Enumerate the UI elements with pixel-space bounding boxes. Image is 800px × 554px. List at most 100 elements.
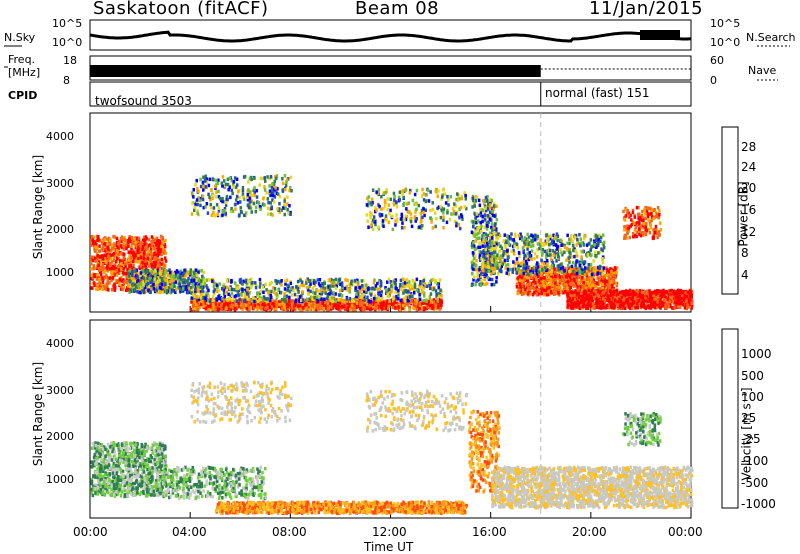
scatter-cell — [352, 301, 356, 305]
scatter-cell — [111, 266, 115, 270]
scatter-cell — [306, 288, 310, 292]
scatter-cell — [529, 285, 532, 290]
scatter-cell — [346, 278, 349, 283]
scatter-cell — [151, 256, 154, 261]
scatter-cell — [383, 204, 387, 208]
scatter-cell — [371, 201, 374, 205]
scatter-cell — [379, 279, 383, 284]
scatter-cell — [405, 283, 408, 288]
scatter-cell — [237, 293, 240, 297]
scatter-cell — [413, 285, 417, 289]
scatter-cell — [231, 191, 234, 196]
scatter-cell — [225, 285, 229, 290]
scatter-cell — [236, 201, 240, 205]
scatter-cell — [546, 293, 549, 297]
scatter-cell — [558, 275, 562, 279]
scatter-cell — [251, 295, 255, 300]
scatter-cell — [415, 207, 418, 212]
scatter-cell — [378, 212, 381, 217]
scatter-cell — [268, 282, 271, 287]
scatter-cell — [306, 277, 309, 281]
scatter-cell — [359, 303, 362, 307]
scatter-cell — [476, 272, 479, 276]
scatter-cell — [302, 306, 305, 310]
scatter-cell — [492, 207, 495, 211]
scatter-cell — [264, 306, 267, 311]
scatter-cell — [397, 289, 400, 293]
scatter-cell — [296, 279, 300, 284]
scatter-cell — [274, 299, 277, 303]
scatter-cell — [337, 298, 340, 302]
scatter-cell — [335, 302, 338, 307]
scatter-cell — [150, 270, 154, 274]
scatter-cell — [123, 280, 126, 284]
scatter-cell — [431, 286, 434, 290]
scatter-cell — [581, 276, 584, 280]
scatter-cell — [163, 244, 167, 249]
scatter-cell — [357, 280, 360, 285]
scatter-cell — [539, 284, 543, 288]
scatter-cell — [476, 278, 480, 282]
scatter-cell — [488, 253, 492, 257]
scatter-cell — [356, 292, 360, 297]
scatter-cell — [609, 267, 612, 271]
scatter-cell — [551, 283, 554, 287]
scatter-cell — [183, 282, 187, 286]
scatter-cell — [223, 294, 226, 299]
scatter-cell — [289, 212, 292, 216]
scatter-cell — [163, 243, 166, 247]
scatter-cell — [306, 297, 309, 301]
scatter-cell — [395, 287, 398, 291]
scatter-cell — [140, 286, 143, 290]
noise-left-tick-low: 10^0 — [52, 36, 83, 49]
scatter-cell — [475, 220, 478, 225]
scatter-cell — [376, 297, 379, 302]
scatter-cell — [256, 299, 260, 304]
scatter-cell — [440, 208, 444, 213]
scatter-cell — [480, 279, 483, 283]
scatter-cell — [550, 274, 554, 278]
scatter-cell — [380, 213, 384, 217]
scatter-cell — [566, 280, 570, 284]
scatter-cell — [164, 283, 167, 287]
scatter-cell — [98, 270, 102, 275]
scatter-cell — [552, 281, 556, 286]
scatter-cell — [152, 280, 155, 285]
scatter-cell — [384, 200, 387, 205]
scatter-cell — [150, 278, 154, 283]
scatter-cell — [436, 305, 440, 309]
scatter-cell — [107, 261, 110, 265]
scatter-cell — [98, 268, 101, 272]
scatter-cell — [354, 286, 358, 290]
scatter-cell — [524, 278, 528, 283]
scatter-cell — [427, 300, 431, 304]
scatter-cell — [265, 288, 268, 292]
scatter-cell — [242, 301, 245, 306]
scatter-cell — [268, 305, 271, 309]
scatter-cell — [116, 271, 119, 275]
scatter-cell — [158, 258, 161, 262]
scatter-cell — [160, 269, 163, 274]
scatter-cell — [118, 282, 121, 286]
scatter-cell — [115, 236, 119, 241]
scatter-cell — [495, 227, 498, 231]
scatter-cell — [253, 176, 256, 180]
scatter-cell — [394, 223, 397, 227]
scatter-cell — [286, 304, 289, 309]
scatter-cell — [432, 277, 435, 282]
scatter-cell — [223, 209, 226, 213]
scatter-cell — [356, 290, 359, 294]
scatter-cell — [151, 283, 154, 287]
scatter-cell — [155, 288, 158, 292]
scatter-cell — [160, 277, 164, 281]
scatter-cell — [235, 198, 238, 202]
scatter-cell — [601, 282, 604, 287]
scatter-cell — [112, 245, 115, 250]
scatter-cell — [136, 283, 140, 287]
scatter-cell — [369, 213, 372, 217]
scatter-cell — [147, 250, 150, 254]
scatter-cell — [106, 264, 109, 268]
scatter-cell — [259, 297, 262, 302]
scatter-cell — [275, 176, 278, 181]
scatter-cell — [483, 215, 487, 220]
